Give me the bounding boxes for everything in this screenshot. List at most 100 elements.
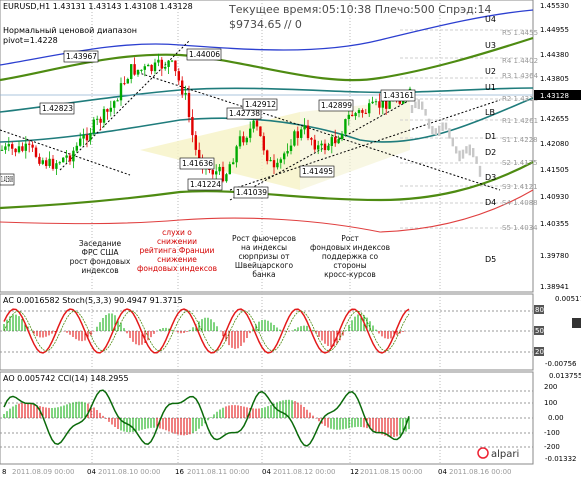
- projected-candle: [475, 156, 478, 164]
- candle-body: [388, 101, 391, 109]
- sr-r2: R2 1.4318: [502, 95, 538, 103]
- candle-body: [255, 120, 259, 127]
- annotation-3-line-1: Рост фьючерсов: [232, 234, 296, 243]
- box-4: 1.42738: [229, 109, 260, 118]
- candle-body: [116, 100, 119, 102]
- candle-body: [337, 139, 340, 144]
- candle-body: [300, 129, 303, 138]
- time-tick-4: 2011.08.10 00:00: [98, 468, 160, 476]
- annotation-2-line-5: фондовых индексов: [137, 264, 217, 273]
- box-3: 1.42823: [42, 104, 73, 113]
- pivot-d1: D1: [485, 132, 496, 141]
- candle-body: [11, 144, 14, 149]
- box-12: 1.41508: [1, 175, 13, 184]
- annotation-4-line-3: поддержка со: [322, 252, 379, 261]
- projected-candle: [434, 128, 437, 135]
- candle-body: [174, 60, 177, 72]
- projected-candle: [438, 125, 441, 136]
- projected-candle: [410, 104, 414, 113]
- candle-body: [109, 107, 112, 112]
- cci-axis-3: 100: [544, 399, 557, 407]
- candle-body: [157, 59, 160, 63]
- sr-r3: R3 1.4364: [502, 72, 539, 80]
- candle-body: [334, 137, 337, 144]
- candle-body: [371, 101, 374, 104]
- candle-body: [106, 109, 109, 112]
- box-6: 1.42899: [321, 101, 352, 110]
- time-tick-6: 2011.08.11 00:00: [187, 468, 249, 476]
- pivot-labels: U4 U3 U2 U1 LB D1 D2 D3 D4 D5: [485, 15, 496, 264]
- channel-label: Нормальный ценовой диапазон: [3, 26, 137, 35]
- candle-body: [170, 60, 174, 62]
- candle-body: [167, 60, 170, 67]
- candle-body: [38, 156, 41, 164]
- candle-body: [150, 64, 153, 72]
- stoch-main-line: [3, 308, 410, 354]
- candle-body: [327, 145, 330, 151]
- box-8: 1.41636: [182, 159, 213, 168]
- price-tick-11: 1.39780: [540, 252, 569, 260]
- candle-body: [126, 79, 129, 84]
- candle-body: [92, 119, 95, 134]
- candle-body: [340, 133, 344, 140]
- candle-body: [89, 133, 92, 141]
- candle-body: [235, 146, 238, 163]
- projected-candle: [468, 144, 471, 156]
- price-tick-7: 1.42080: [540, 140, 569, 148]
- projected-candle: [461, 149, 465, 159]
- candle-body: [313, 139, 316, 150]
- sr-r1: R1 1.4261: [502, 117, 538, 125]
- cci-axis-5: -100: [544, 429, 560, 437]
- pivot-lb: LB: [485, 108, 495, 117]
- candle-body: [194, 135, 197, 150]
- cci-axis-4: 0.00: [548, 414, 564, 422]
- price-tick-1: 1.45530: [540, 2, 569, 10]
- candle-body: [211, 169, 214, 175]
- price-tick-6: 1.42655: [540, 115, 569, 123]
- candle-body: [14, 148, 17, 153]
- candle-body: [289, 145, 293, 152]
- stoch-axis-5: -0.00756: [545, 360, 577, 368]
- annotation-3-line-2: на индексы: [241, 243, 287, 252]
- projected-candle: [451, 137, 454, 147]
- candle-body: [191, 116, 194, 136]
- pivot-d3: D3: [485, 173, 496, 182]
- candle-body: [96, 118, 99, 120]
- candle-body: [249, 128, 252, 138]
- price-tick-2: 1.44955: [540, 26, 569, 34]
- sr-labels: R5 1.4455 R4 1.4402 R3 1.4364 R2 1.4318 …: [502, 29, 539, 232]
- projected-candle: [417, 99, 420, 110]
- candle-body: [276, 162, 279, 168]
- candle-body: [296, 131, 299, 138]
- candle-body: [245, 137, 248, 143]
- candle-body: [361, 110, 364, 113]
- sr-lines: [400, 29, 533, 229]
- equity-extra: // 0: [284, 18, 302, 31]
- candle-body: [351, 114, 354, 117]
- stoch-panel[interactable]: [0, 293, 534, 371]
- sr-r4: R4 1.4402: [502, 57, 538, 65]
- candle-body: [123, 83, 126, 85]
- projected-candle: [441, 122, 444, 132]
- candle-body: [357, 110, 361, 114]
- candle-body: [221, 166, 225, 182]
- price-tick-9: 1.40930: [540, 193, 569, 201]
- cci-axis-7: -0.01332: [545, 455, 576, 463]
- projected-candle: [421, 101, 424, 110]
- stoch-axis-4: 20: [535, 348, 544, 356]
- annotation-4-line-4: стороны: [333, 261, 366, 270]
- annotation-2-line-4: снижение: [157, 255, 197, 264]
- sr-s4: S4 1.4088: [502, 199, 538, 207]
- candle-body: [225, 174, 228, 182]
- candle-body: [7, 144, 10, 147]
- candle-body: [62, 157, 65, 163]
- candle-body: [402, 99, 405, 104]
- brand-name: alpari: [491, 449, 519, 460]
- annotation-2-line-2: снижении: [157, 237, 197, 246]
- box-11: 1.41495: [302, 167, 333, 176]
- time-tick-9: 12: [350, 468, 359, 476]
- candle-body: [398, 100, 401, 104]
- candle-body: [140, 69, 143, 71]
